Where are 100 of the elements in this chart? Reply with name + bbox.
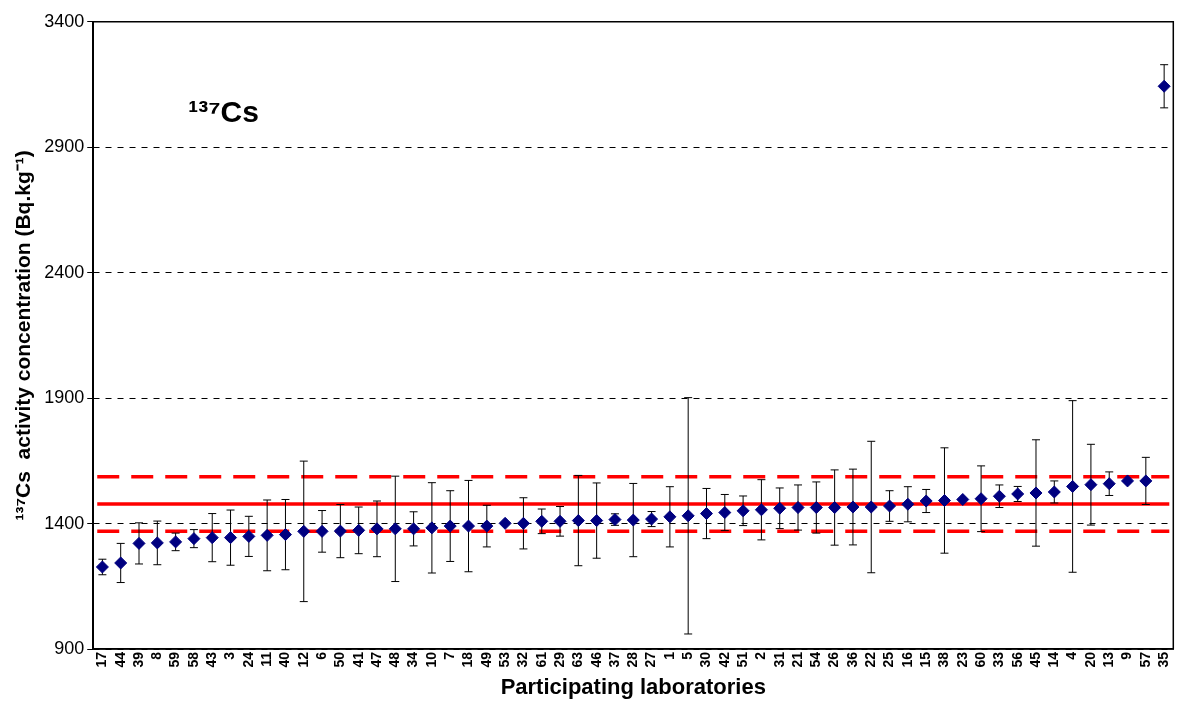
point: [1102, 477, 1116, 491]
point: [571, 514, 585, 528]
x-tick-label: 1: [660, 651, 677, 660]
x-tick-label: 38: [935, 651, 952, 668]
point: [260, 528, 274, 542]
x-tick-label: 17: [93, 651, 110, 668]
point: [1121, 474, 1135, 488]
x-tick-label: 24: [239, 651, 256, 668]
x-tick-label: 45: [1026, 651, 1043, 668]
point: [773, 501, 787, 515]
y-tick-label: 1400: [44, 512, 85, 533]
point: [828, 501, 842, 515]
y-tick-label: 2400: [44, 261, 85, 282]
x-tick-label: 41: [349, 651, 366, 668]
x-tick-label: 6: [312, 651, 329, 660]
x-tick-label: 58: [184, 651, 201, 668]
x-tick-label: 63: [569, 651, 586, 668]
x-tick-label: 13: [1100, 651, 1117, 668]
point: [114, 556, 128, 570]
x-tick-label: 31: [770, 651, 787, 668]
point: [1157, 79, 1171, 93]
x-tick-label: 27: [642, 651, 659, 668]
point: [498, 516, 512, 530]
point: [736, 504, 750, 518]
y-tick-label: 900: [54, 638, 85, 658]
x-tick-label: 30: [697, 651, 714, 668]
x-tick-label: 34: [404, 651, 421, 668]
point: [590, 514, 604, 528]
x-tick-label: 15: [917, 651, 934, 668]
point: [699, 507, 713, 521]
x-tick-label: 23: [953, 651, 970, 668]
x-tick-label: 9: [1118, 651, 1135, 660]
point: [718, 506, 732, 520]
x-tick-label: 43: [203, 651, 220, 668]
point: [864, 500, 878, 514]
x-tick-label: 12: [294, 651, 311, 668]
point: [370, 522, 384, 536]
x-tick-label: 26: [825, 651, 842, 668]
point: [352, 523, 366, 537]
x-tick-label: 59: [166, 651, 183, 668]
point: [315, 524, 329, 538]
x-tick-label: 14: [1045, 651, 1062, 668]
x-tick-label: 56: [1008, 651, 1025, 668]
point: [919, 494, 933, 508]
point: [516, 516, 530, 530]
x-tick-label: 42: [715, 651, 732, 668]
point: [1029, 486, 1043, 500]
x-tick-label: 35: [1155, 651, 1171, 668]
x-tick-label: 10: [422, 651, 439, 668]
point: [754, 503, 768, 517]
x-tick-label: 8: [148, 651, 165, 660]
point: [626, 513, 640, 527]
point: [937, 494, 951, 507]
point: [663, 510, 677, 524]
x-tick-label: 21: [788, 651, 805, 668]
point: [425, 521, 439, 535]
x-tick-label: 36: [843, 651, 860, 668]
point: [974, 492, 988, 506]
point: [297, 524, 311, 538]
x-tick-label: 7: [441, 651, 458, 660]
point: [1084, 478, 1098, 492]
x-tick-label: 44: [111, 651, 128, 668]
x-tick-label: 49: [477, 651, 494, 668]
point: [846, 500, 860, 514]
y-axis-title: ¹³⁷Cs activity concentration (Bq.kg⁻¹): [11, 150, 35, 521]
x-tick-label: 25: [880, 651, 897, 668]
point: [1047, 485, 1061, 499]
x-tick-label: 5: [679, 651, 696, 660]
x-tick-label: 20: [1081, 651, 1098, 668]
y-tick-label: 3400: [44, 10, 85, 31]
point: [242, 529, 256, 543]
x-tick-label: 2: [752, 651, 769, 660]
x-tick-label: 32: [514, 651, 531, 668]
point: [205, 531, 219, 545]
point: [992, 489, 1006, 503]
point: [1139, 474, 1153, 488]
x-tick-label: 29: [550, 651, 567, 668]
point: [278, 528, 292, 542]
point: [809, 501, 823, 515]
x-tick-label: 28: [624, 651, 641, 668]
x-tick-label: 18: [459, 651, 476, 668]
x-tick-label: 48: [386, 651, 403, 668]
x-tick-label: 47: [367, 651, 384, 668]
point: [480, 519, 494, 533]
point: [224, 531, 238, 545]
y-tick-label: 2900: [44, 136, 85, 157]
point: [883, 499, 897, 513]
x-tick-label: 39: [129, 651, 146, 668]
y-tick-label: 1900: [44, 387, 85, 408]
point: [681, 509, 695, 523]
point: [956, 493, 970, 506]
x-tick-label: 54: [807, 651, 824, 668]
x-tick-label: 16: [898, 651, 915, 668]
x-tick-label: 4: [1063, 651, 1080, 660]
x-tick-label: 60: [971, 651, 988, 668]
point: [333, 524, 347, 538]
point: [901, 497, 915, 511]
point: [791, 501, 805, 515]
point: [1066, 479, 1080, 493]
x-tick-label: 50: [331, 651, 348, 668]
